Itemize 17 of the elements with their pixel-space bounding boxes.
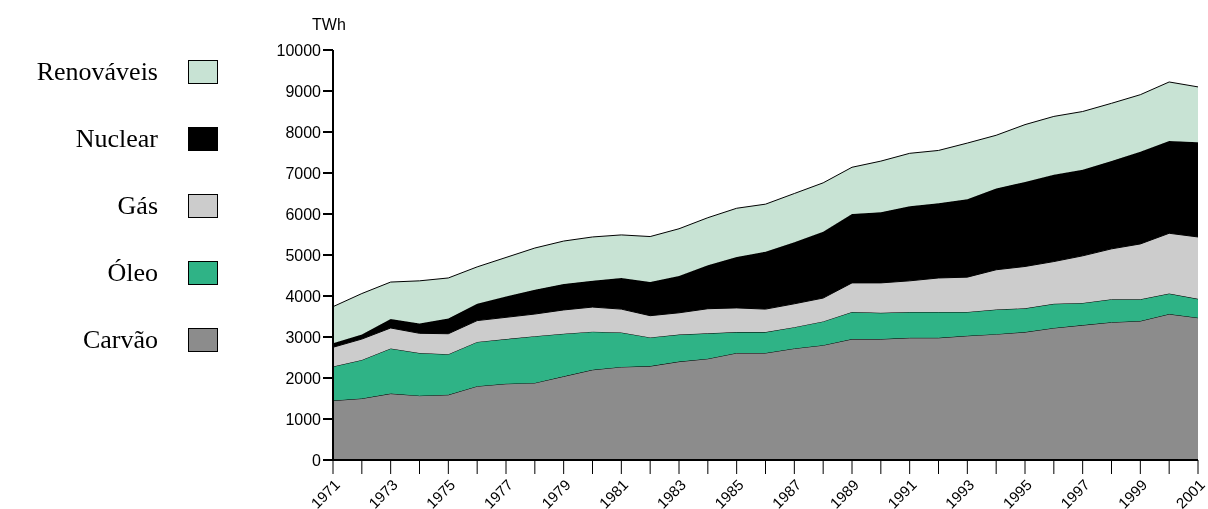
y-tick-label: 7000 <box>285 164 322 182</box>
y-tick-label: 9000 <box>285 82 322 100</box>
y-tick-label: 6000 <box>285 205 322 223</box>
y-tick-label: 4000 <box>285 287 322 305</box>
legend-label: Carvão <box>82 324 158 355</box>
y-tick-label: 5000 <box>285 246 322 264</box>
legend-label: Gás <box>117 190 158 221</box>
y-tick-label: 0 <box>312 451 322 469</box>
y-tick-label: 2000 <box>285 369 322 387</box>
y-tick-label: 10000 <box>276 41 322 59</box>
y-tick-label: 3000 <box>285 328 322 346</box>
y-tick-label: 8000 <box>285 123 322 141</box>
legend-label: Nuclear <box>75 123 158 154</box>
y-axis-title: TWh <box>312 16 346 34</box>
legend-label: Renováveis <box>36 56 158 87</box>
y-tick-label: 1000 <box>285 410 322 428</box>
legend-label: Óleo <box>107 257 158 288</box>
